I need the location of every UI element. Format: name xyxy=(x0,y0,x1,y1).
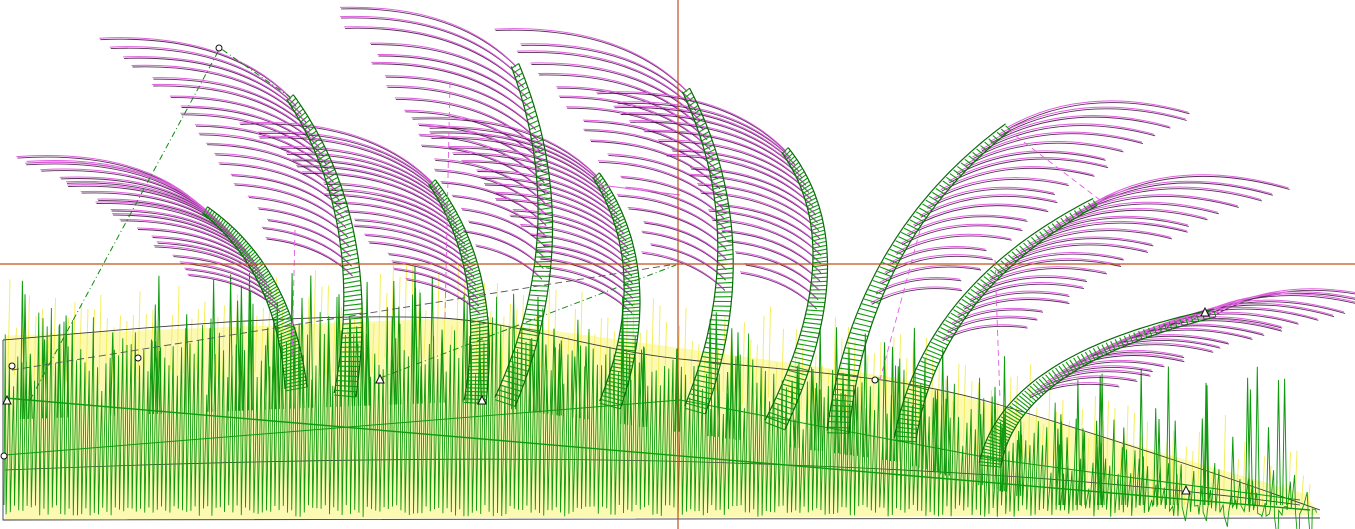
stem-edge xyxy=(434,179,490,404)
guide-lines-layer xyxy=(11,47,1101,401)
leaf-strokes xyxy=(16,155,280,311)
frond-stem xyxy=(428,179,490,405)
stem-edge xyxy=(915,204,1098,442)
leaf-strokes xyxy=(941,174,1289,340)
grass-run-line-2 xyxy=(4,399,1301,501)
leaf-strokes xyxy=(411,116,633,313)
guide-green-dashed xyxy=(379,264,677,379)
frond-stem xyxy=(592,172,641,410)
leaf-strokes xyxy=(99,37,352,275)
circle-node-icon[interactable] xyxy=(0,452,8,460)
grass-stitch-layer xyxy=(3,265,1317,529)
frond-stem xyxy=(202,206,308,392)
guide-green-dashed xyxy=(29,47,291,401)
circle-node-icon[interactable] xyxy=(8,362,16,370)
leaf-shadow xyxy=(100,38,353,277)
outline-frame xyxy=(2,340,1321,521)
stem-edge xyxy=(764,152,814,421)
guide-pink-dashed xyxy=(879,129,1101,401)
guide-pink-solid xyxy=(599,184,681,196)
leaf-strokes xyxy=(340,6,546,279)
triangle-node-icon[interactable] xyxy=(1181,484,1191,495)
frond-stem xyxy=(978,308,1217,468)
frond-leaves xyxy=(16,155,281,312)
triangle-node-icon[interactable] xyxy=(2,394,12,405)
leaf-shadow xyxy=(495,29,727,291)
stem-hatch xyxy=(494,63,553,407)
stem-edge xyxy=(978,308,1215,464)
stem-edge xyxy=(514,63,554,407)
guide-pink-dashed xyxy=(291,229,296,361)
stem-edge xyxy=(784,147,829,431)
frond-leaves-layer xyxy=(16,6,1355,399)
frond-leaves xyxy=(941,174,1290,341)
frond-stem xyxy=(893,197,1098,443)
frond-stems-layer xyxy=(202,63,1217,468)
stem-edge xyxy=(681,91,719,407)
stem-edge xyxy=(292,94,363,397)
stem-edge xyxy=(202,212,286,390)
guide-grey-dashed xyxy=(11,264,671,371)
stem-hatch xyxy=(286,94,363,398)
leaf-strokes xyxy=(870,100,1189,304)
leaf-shadow xyxy=(240,123,480,314)
frond-stem xyxy=(764,147,829,431)
triangle-node-icon[interactable] xyxy=(1200,306,1210,317)
stem-hatch xyxy=(428,179,490,405)
stem-hatch xyxy=(894,200,1098,443)
grass-run-line xyxy=(4,397,1311,511)
circle-node-icon[interactable] xyxy=(134,354,142,362)
leaf-shadow xyxy=(17,156,281,312)
stem-hatch xyxy=(202,206,308,392)
leaf-strokes xyxy=(239,121,479,313)
leaf-shadow xyxy=(341,8,547,280)
triangle-node-icon[interactable] xyxy=(375,373,385,384)
frond-stem xyxy=(494,63,554,407)
stem-edge xyxy=(286,98,345,394)
stem-edge xyxy=(826,123,1006,431)
stem-edge xyxy=(689,87,734,415)
outline-upper xyxy=(2,316,1321,511)
triangle-node-icon[interactable] xyxy=(477,394,487,405)
stem-hatch xyxy=(592,172,641,410)
stem-edge xyxy=(428,183,472,401)
node-markers-layer[interactable] xyxy=(0,44,1210,495)
frond-leaves xyxy=(239,121,480,314)
circle-node-icon[interactable] xyxy=(871,376,879,384)
stem-hatch xyxy=(979,310,1217,468)
frond-leaves xyxy=(596,91,822,310)
stem-hatch xyxy=(827,125,1011,434)
frond-leaves xyxy=(870,100,1190,305)
frond-leaves xyxy=(340,6,547,280)
stem-edge xyxy=(207,206,308,388)
stem-edge xyxy=(494,66,539,398)
leaf-shadow xyxy=(597,92,822,310)
stem-hatch xyxy=(764,147,828,431)
stem-edge xyxy=(893,197,1094,439)
frond-leaves xyxy=(99,37,353,277)
circle-node-icon[interactable] xyxy=(215,44,223,52)
leaf-shadow xyxy=(942,175,1290,341)
frond-stem xyxy=(286,94,363,398)
stem-edge xyxy=(1000,316,1217,468)
stem-edge xyxy=(592,176,625,402)
leaf-shadow xyxy=(871,102,1190,305)
